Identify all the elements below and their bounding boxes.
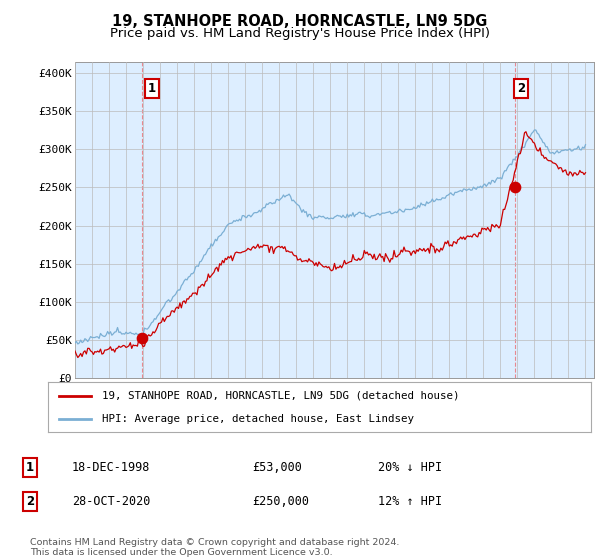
Text: 19, STANHOPE ROAD, HORNCASTLE, LN9 5DG (detached house): 19, STANHOPE ROAD, HORNCASTLE, LN9 5DG (… (103, 390, 460, 400)
Text: 1: 1 (26, 461, 34, 474)
Text: HPI: Average price, detached house, East Lindsey: HPI: Average price, detached house, East… (103, 414, 415, 424)
Text: £250,000: £250,000 (252, 494, 309, 508)
Text: £53,000: £53,000 (252, 461, 302, 474)
Text: Price paid vs. HM Land Registry's House Price Index (HPI): Price paid vs. HM Land Registry's House … (110, 27, 490, 40)
Text: 2: 2 (517, 82, 525, 95)
Text: 20% ↓ HPI: 20% ↓ HPI (378, 461, 442, 474)
Text: 19, STANHOPE ROAD, HORNCASTLE, LN9 5DG: 19, STANHOPE ROAD, HORNCASTLE, LN9 5DG (112, 14, 488, 29)
Text: 2: 2 (26, 494, 34, 508)
Point (137, 333, 147, 342)
Text: 12% ↑ HPI: 12% ↑ HPI (378, 494, 442, 508)
Text: 1: 1 (148, 82, 155, 95)
Text: 18-DEC-1998: 18-DEC-1998 (72, 461, 151, 474)
Text: 28-OCT-2020: 28-OCT-2020 (72, 494, 151, 508)
Point (510, 183, 520, 192)
Text: Contains HM Land Registry data © Crown copyright and database right 2024.
This d: Contains HM Land Registry data © Crown c… (30, 538, 400, 557)
